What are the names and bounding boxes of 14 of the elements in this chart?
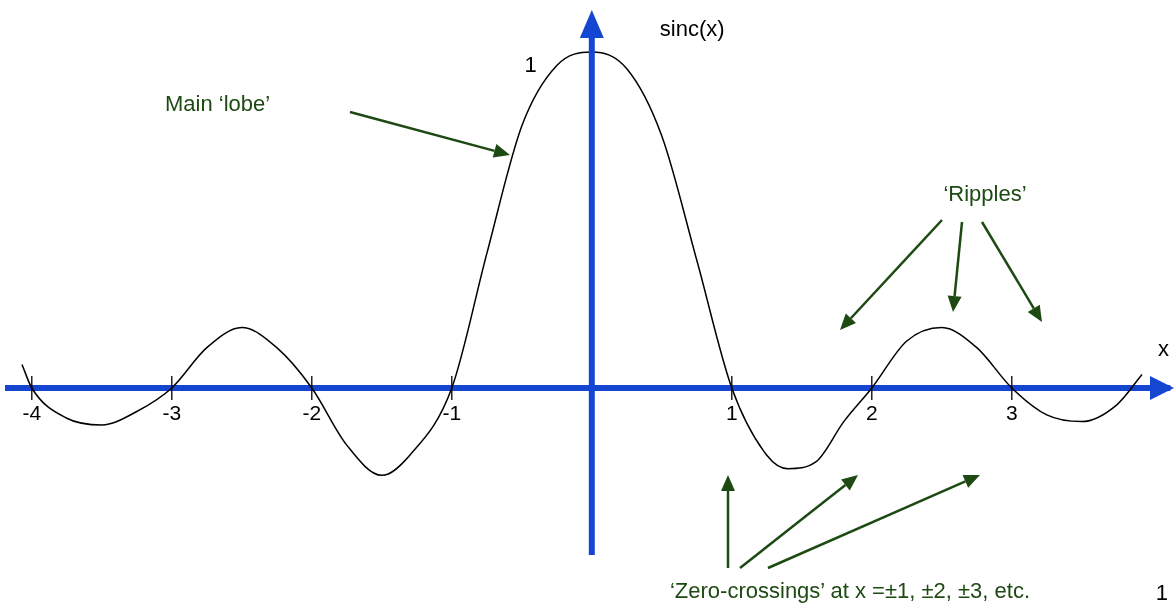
- x-tick-label: 1: [725, 401, 738, 425]
- annotation: Main ‘lobe’: [165, 91, 271, 117]
- text: ‘Zero-crossings’ at x =±1, ±2, ±3, etc.: [669, 578, 1031, 604]
- annotation: 1: [524, 52, 537, 78]
- x-axis-title: x: [1158, 336, 1169, 362]
- x-tick-label: 3: [1005, 401, 1018, 425]
- text: 1: [1155, 580, 1168, 606]
- x-tick-label: -2: [302, 401, 322, 425]
- x-tick-label: -3: [162, 401, 182, 425]
- y-axis-title: sinc(x): [659, 16, 725, 42]
- annotation: ‘Ripples’: [943, 181, 1027, 207]
- x-tick-label: -4: [22, 401, 42, 425]
- x-tick-label: 2: [865, 401, 878, 425]
- x-tick-label: -1: [442, 401, 462, 425]
